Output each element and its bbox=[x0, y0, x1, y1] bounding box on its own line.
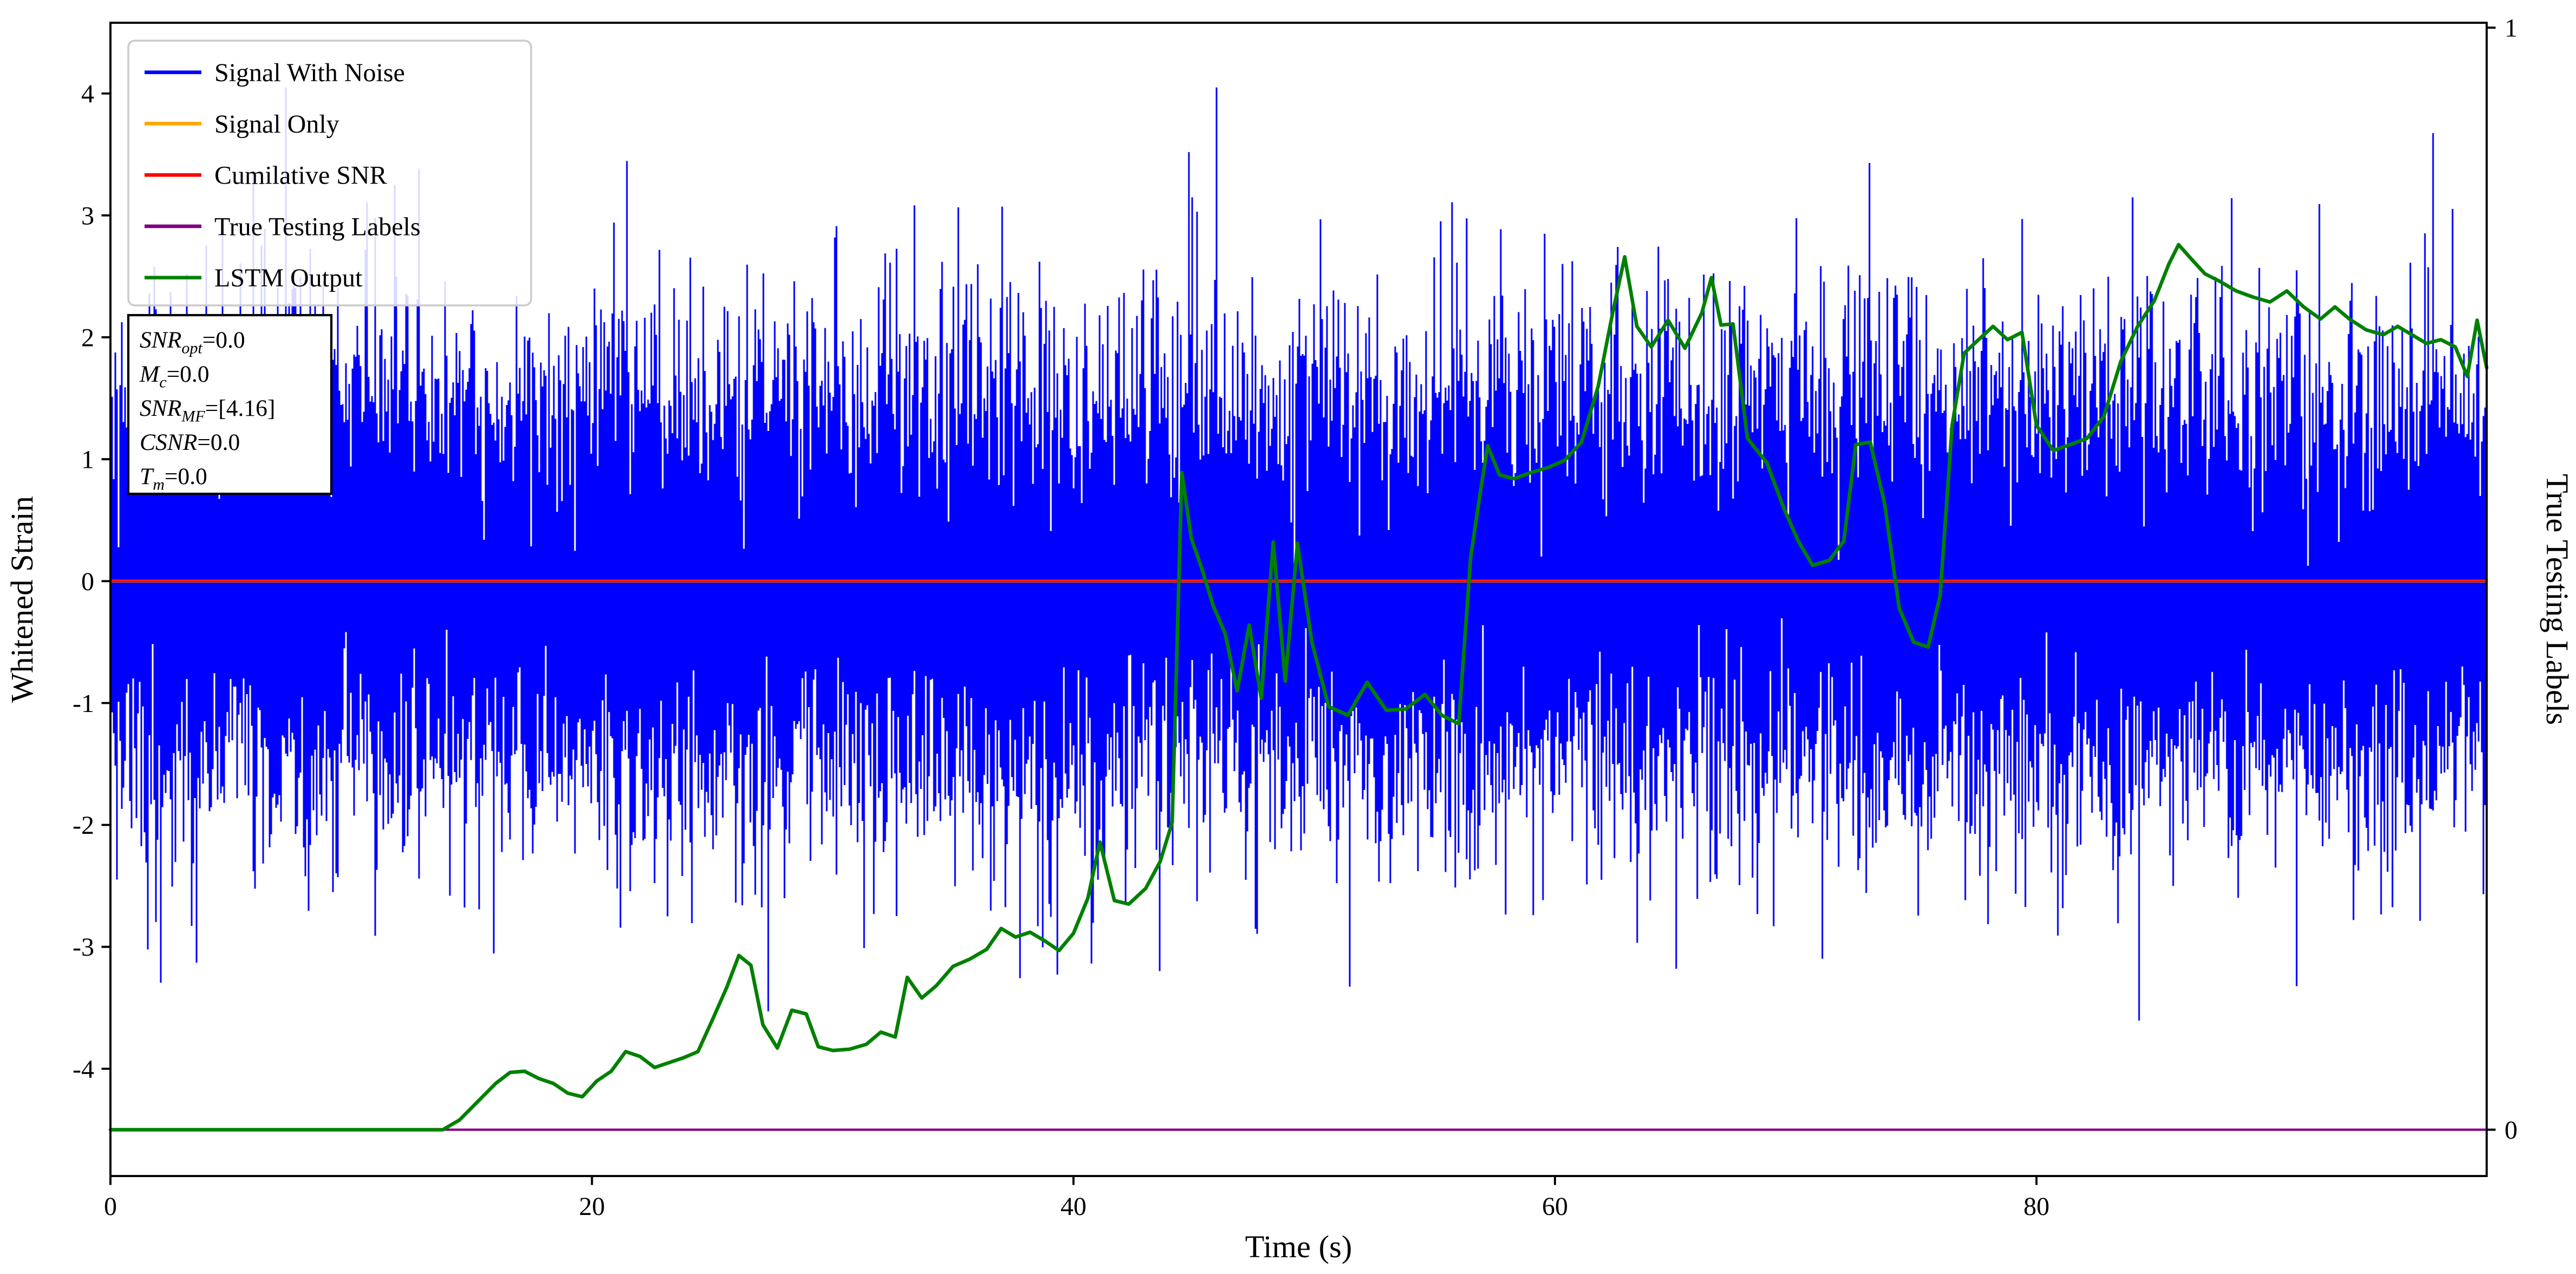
legend: Signal With Noise Signal Only Cumilative S… bbox=[127, 40, 532, 306]
annotation-line: CSNR=0.0 bbox=[140, 429, 240, 455]
series-layer bbox=[108, 87, 2489, 1132]
y-axis-label-right: True Testing Labels bbox=[2540, 474, 2575, 725]
legend-frame bbox=[127, 40, 532, 306]
legend-label-signal-only: Signal Only bbox=[214, 110, 339, 139]
annotation-line: SNRopt=0.0 bbox=[140, 327, 245, 357]
x-tick-label: 20 bbox=[579, 1192, 605, 1221]
y-tick-label-left: 2 bbox=[81, 323, 94, 352]
y-tick-label-left: -1 bbox=[73, 689, 94, 718]
y-tick-label-left: 0 bbox=[81, 567, 94, 596]
y-tick-label-left: -3 bbox=[73, 933, 94, 962]
y-tick-label-left: -2 bbox=[73, 811, 94, 840]
annotation-frame bbox=[127, 313, 333, 495]
x-tick-label: 60 bbox=[1542, 1192, 1568, 1221]
annotation-line: Tm=0.0 bbox=[140, 463, 207, 494]
y-tick-label-left: 3 bbox=[81, 201, 94, 230]
legend-label-true-testing-labels: True Testing Labels bbox=[214, 212, 421, 241]
y-axis-label-left: Whitened Strain bbox=[4, 496, 40, 703]
y-tick-label-left: -4 bbox=[73, 1055, 94, 1083]
annotation-line: Mc=0.0 bbox=[139, 361, 210, 391]
legend-label-lstm-output: LSTM Output bbox=[214, 264, 363, 292]
y-tick-label-right: 0 bbox=[2505, 1116, 2518, 1145]
legend-label-signal-with-noise: Signal With Noise bbox=[214, 58, 405, 87]
y-tick-label-right: 1 bbox=[2505, 14, 2518, 43]
x-tick-label: 0 bbox=[104, 1192, 117, 1221]
legend-label-cumilative-snr: Cumilative SNR bbox=[214, 161, 387, 190]
y-tick-label-left: 1 bbox=[81, 446, 94, 474]
annotation-box: SNRopt=0.0 Mc=0.0 SNRMF=[4.16] CSNR=0.0 Tm=0… bbox=[127, 313, 333, 495]
annotation-line: SNRMF=[4.16] bbox=[140, 395, 275, 426]
series-lstm-output bbox=[108, 243, 2489, 1132]
x-tick-label: 80 bbox=[2023, 1192, 2049, 1221]
y-tick-label-left: 4 bbox=[81, 80, 94, 108]
x-axis-label: Time (s) bbox=[1245, 1229, 1352, 1264]
axes-spine bbox=[109, 22, 2488, 1178]
x-tick-label: 40 bbox=[1061, 1192, 1087, 1221]
